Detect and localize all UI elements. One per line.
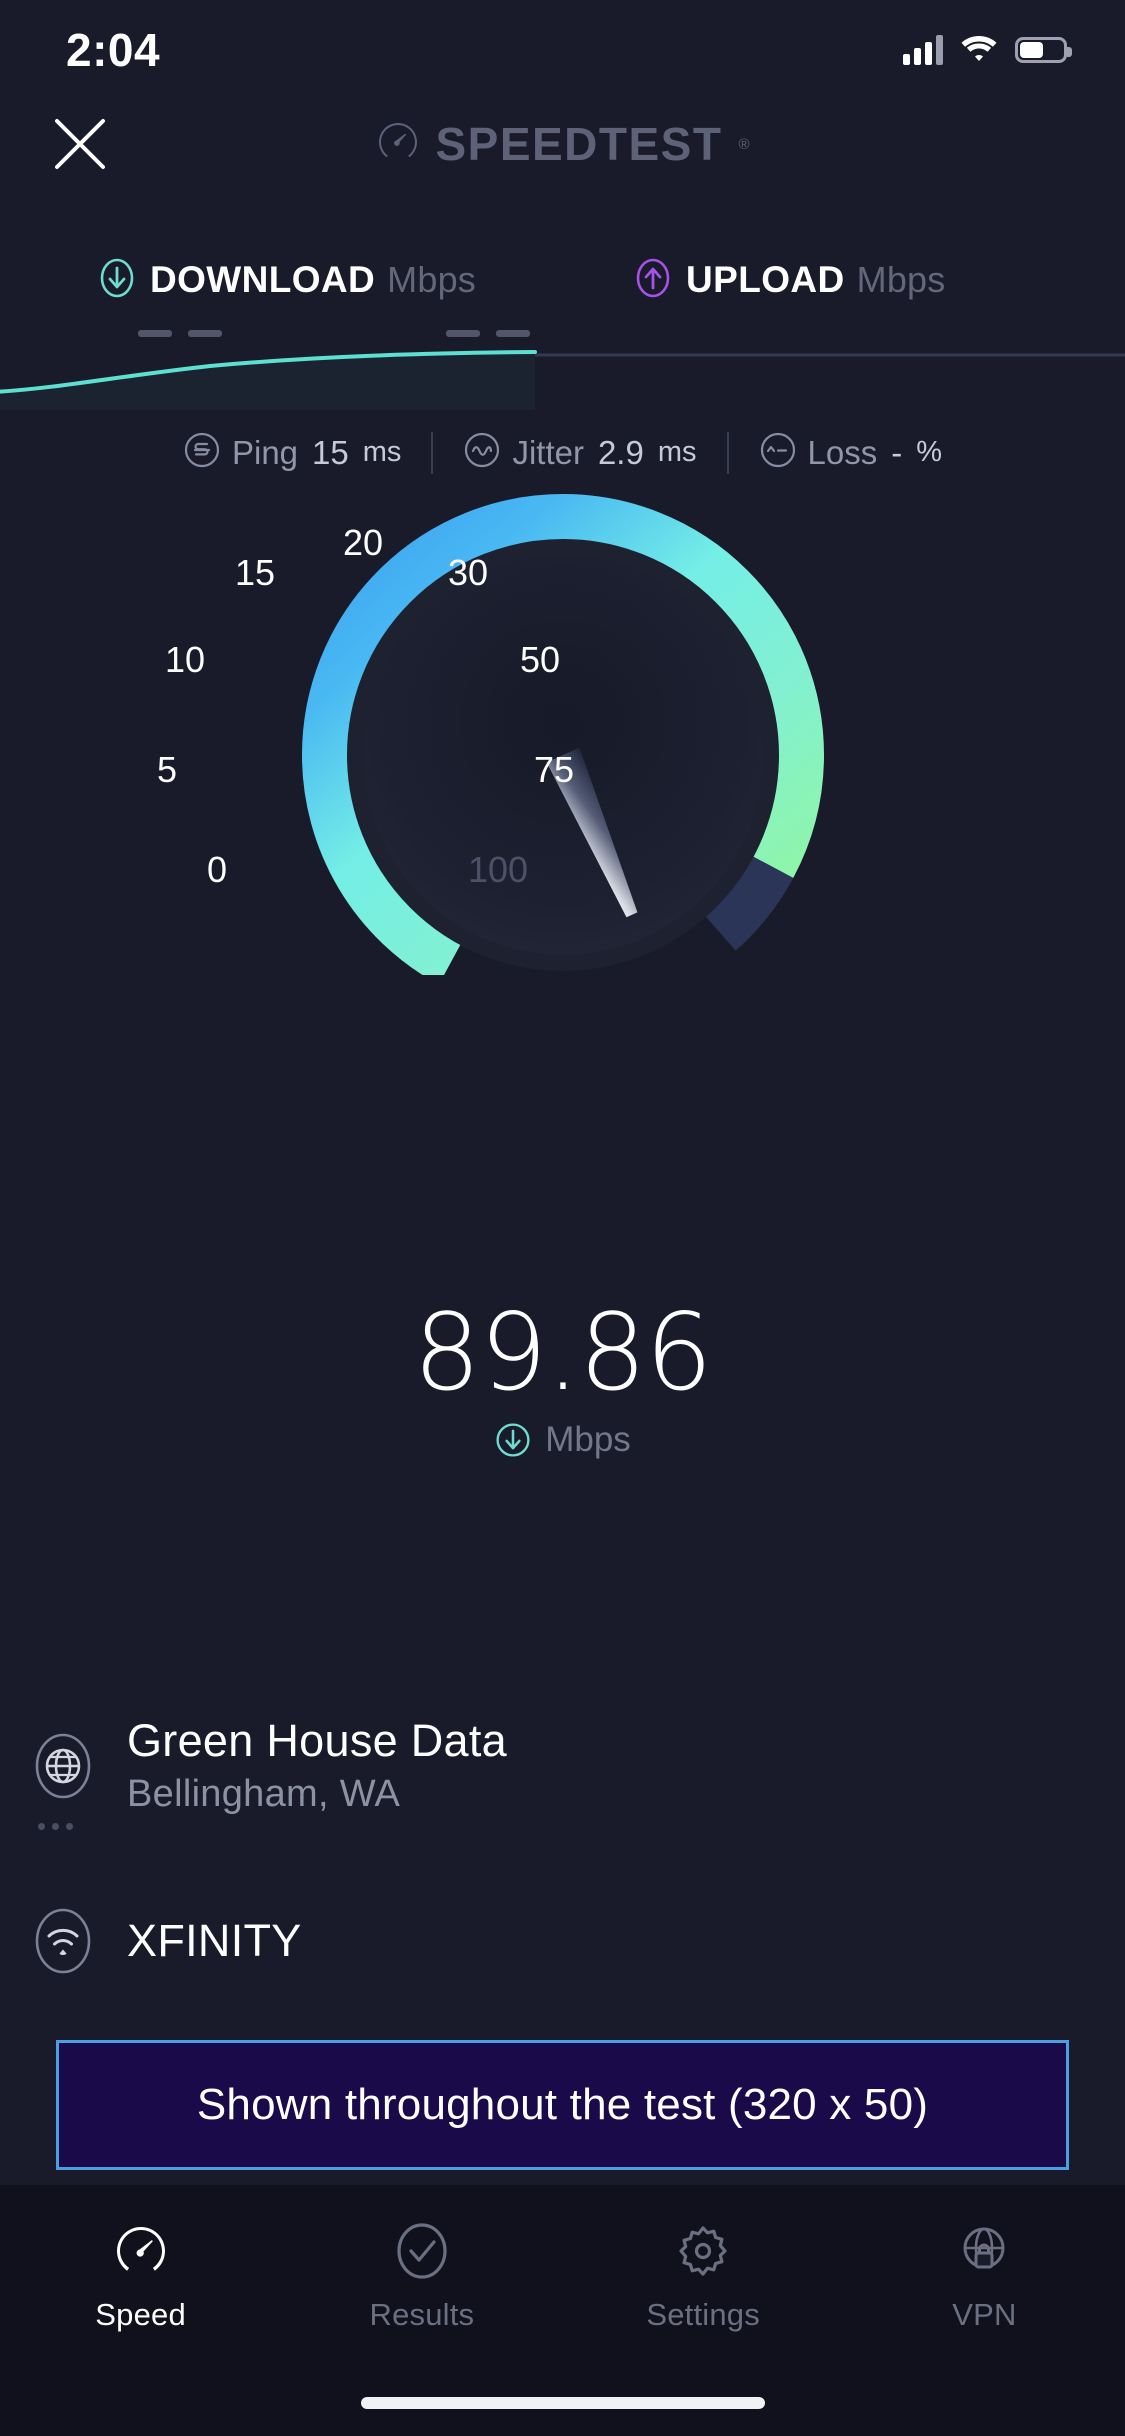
app-header: SPEEDTEST ® (0, 100, 1125, 200)
tab-results[interactable]: Results (281, 2219, 562, 2333)
download-label: DOWNLOAD (150, 259, 376, 300)
jitter-label: Jitter (512, 433, 584, 471)
status-time: 2:04 (66, 24, 161, 76)
upload-value-placeholder (446, 330, 530, 337)
gear-icon (672, 2219, 734, 2283)
throughput-graph (0, 330, 1125, 410)
speed-gauge: 0 5 10 15 20 30 50 75 100 (0, 455, 1125, 975)
arrow-down-circle-icon (494, 1421, 532, 1459)
globe-icon (27, 1730, 99, 1802)
speed-unit: Mbps (545, 1420, 631, 1459)
bottom-tab-bar: Speed Results Settings (0, 2185, 1125, 2436)
status-indicators (903, 33, 1072, 68)
loss-metric: Loss - % (759, 431, 943, 474)
gauge-tick-0: 0 (206, 849, 228, 890)
battery-icon (1015, 37, 1072, 63)
transfer-labels-row: DOWNLOAD Mbps UPLOAD Mbps (0, 250, 1125, 310)
gauge-tick-15: 15 (234, 552, 276, 593)
server-row[interactable]: Green House Data Bellingham, WA (0, 1715, 1125, 1830)
speed-value: 89.86 (413, 1291, 712, 1414)
isp-text: XFINITY (127, 1915, 302, 1967)
gauge-graphic (301, 494, 824, 975)
brand-logo: SPEEDTEST ® (0, 100, 1125, 188)
ping-metric: Ping 15 ms (183, 431, 401, 474)
ad-banner[interactable]: Shown throughout the test (320 x 50) (56, 2040, 1069, 2170)
server-text: Green House Data Bellingham, WA (127, 1715, 507, 1816)
metric-divider-2 (726, 431, 729, 474)
upload-metric[interactable]: UPLOAD Mbps (632, 257, 945, 304)
jitter-metric: Jitter 2.9 ms (463, 431, 697, 474)
ad-banner-text: Shown throughout the test (320 x 50) (196, 2080, 929, 2129)
jitter-icon (463, 431, 501, 474)
speed-readout: 89.86 Mbps (0, 1300, 1125, 1460)
wifi-icon (959, 33, 999, 68)
vpn-globe-lock-icon (953, 2219, 1015, 2283)
tab-label-settings: Settings (646, 2297, 760, 2332)
gauge-tick-20: 20 (342, 522, 384, 563)
gauge-tick-10: 10 (164, 639, 206, 680)
home-indicator[interactable] (360, 2397, 765, 2409)
wifi-circle-icon (27, 1905, 99, 1977)
close-icon (55, 119, 105, 169)
upload-unit: Mbps (856, 259, 946, 300)
ping-unit: ms (362, 436, 402, 468)
ping-icon (183, 431, 221, 474)
download-value-placeholder (138, 330, 222, 337)
server-name: Green House Data (127, 1715, 508, 1766)
isp-row[interactable]: XFINITY (0, 1905, 1125, 1977)
download-unit: Mbps (387, 259, 477, 300)
gauge-tick-30: 30 (447, 552, 489, 593)
jitter-unit: ms (657, 436, 697, 468)
gauge-tick-100: 100 (467, 849, 529, 890)
tab-label-results: Results (369, 2297, 475, 2332)
tab-settings[interactable]: Settings (563, 2219, 844, 2333)
brand-trademark: ® (738, 135, 750, 153)
speed-unit-row: Mbps (0, 1420, 1125, 1460)
loss-value: - (891, 433, 903, 471)
tab-label-speed: Speed (95, 2297, 186, 2332)
speedtest-gauge-icon (375, 119, 421, 170)
speed-gauge-icon (110, 2219, 172, 2283)
isp-name: XFINITY (127, 1915, 302, 1966)
loss-label: Loss (807, 433, 878, 471)
loss-unit: % (916, 436, 943, 468)
ping-value: 15 (312, 433, 349, 471)
tab-speed[interactable]: Speed (0, 2219, 281, 2333)
ellipsis-icon[interactable] (38, 1823, 73, 1830)
download-metric[interactable]: DOWNLOAD Mbps (96, 257, 476, 304)
cellular-bars-icon (903, 35, 943, 65)
ping-label: Ping (231, 433, 299, 471)
server-location: Bellingham, WA (127, 1773, 401, 1815)
loss-icon (759, 431, 797, 474)
brand-name: SPEEDTEST (435, 118, 723, 170)
check-circle-icon (391, 2219, 453, 2283)
transfer-values-row (0, 330, 1125, 370)
arrow-down-circle-icon (96, 257, 138, 304)
latency-metrics-row: Ping 15 ms Jitter 2.9 ms Loss - % (0, 425, 1125, 480)
tab-vpn[interactable]: VPN (844, 2219, 1125, 2333)
jitter-value: 2.9 (597, 433, 644, 471)
gauge-tick-75: 75 (533, 749, 575, 790)
metric-divider-1 (431, 431, 434, 474)
upload-label: UPLOAD (686, 259, 845, 300)
tab-label-vpn: VPN (952, 2297, 1017, 2332)
gauge-tick-5: 5 (156, 749, 178, 790)
arrow-up-circle-icon (632, 257, 674, 304)
status-bar: 2:04 (0, 0, 1125, 100)
gauge-tick-50: 50 (519, 639, 561, 680)
close-button[interactable] (40, 104, 120, 184)
